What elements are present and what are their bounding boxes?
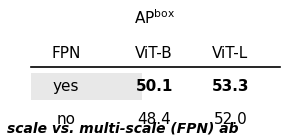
Text: AP$^{\mathrm{box}}$: AP$^{\mathrm{box}}$ <box>134 9 175 27</box>
Text: 48.4: 48.4 <box>137 112 171 127</box>
Text: scale vs. multi-scale (FPN) ab: scale vs. multi-scale (FPN) ab <box>7 122 239 136</box>
FancyBboxPatch shape <box>31 74 142 100</box>
Text: ViT-B: ViT-B <box>135 46 173 61</box>
Text: ViT-L: ViT-L <box>212 46 248 61</box>
Text: no: no <box>56 112 76 127</box>
Text: 52.0: 52.0 <box>214 112 247 127</box>
Text: 53.3: 53.3 <box>212 79 249 94</box>
Text: yes: yes <box>53 79 79 94</box>
Text: 50.1: 50.1 <box>135 79 173 94</box>
Text: FPN: FPN <box>51 46 81 61</box>
